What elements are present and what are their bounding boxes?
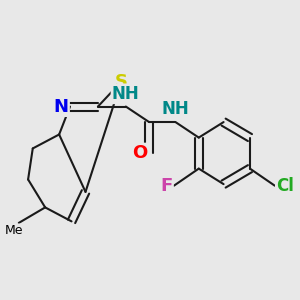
Text: S: S	[115, 73, 128, 91]
Text: NH: NH	[112, 85, 140, 103]
Text: O: O	[132, 144, 148, 162]
Text: F: F	[160, 177, 172, 195]
Text: Me: Me	[5, 224, 23, 237]
Text: NH: NH	[162, 100, 189, 118]
Text: Cl: Cl	[276, 177, 294, 195]
Text: N: N	[53, 98, 68, 116]
